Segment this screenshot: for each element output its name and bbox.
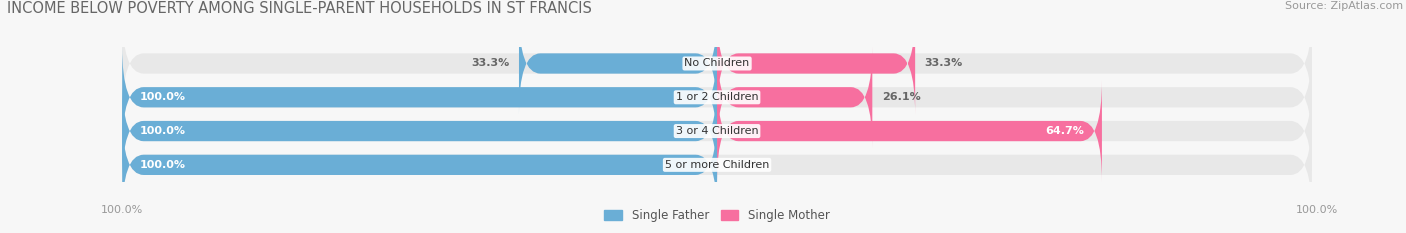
Text: 5 or more Children: 5 or more Children [665,160,769,170]
FancyBboxPatch shape [122,80,1312,182]
Text: 100.0%: 100.0% [1296,205,1339,215]
Text: INCOME BELOW POVERTY AMONG SINGLE-PARENT HOUSEHOLDS IN ST FRANCIS: INCOME BELOW POVERTY AMONG SINGLE-PARENT… [7,1,592,16]
Text: 100.0%: 100.0% [141,160,186,170]
FancyBboxPatch shape [122,114,1312,216]
Text: 0.0%: 0.0% [728,160,759,170]
FancyBboxPatch shape [122,114,717,216]
Text: 26.1%: 26.1% [882,92,921,102]
FancyBboxPatch shape [122,80,717,182]
Text: 64.7%: 64.7% [1045,126,1084,136]
Text: 33.3%: 33.3% [925,58,963,69]
Text: 100.0%: 100.0% [141,92,186,102]
Text: 3 or 4 Children: 3 or 4 Children [676,126,758,136]
FancyBboxPatch shape [717,80,1102,182]
FancyBboxPatch shape [717,47,872,148]
FancyBboxPatch shape [519,13,717,114]
FancyBboxPatch shape [122,13,1312,114]
FancyBboxPatch shape [122,47,717,148]
Text: 1 or 2 Children: 1 or 2 Children [676,92,758,102]
FancyBboxPatch shape [122,47,1312,148]
Text: 100.0%: 100.0% [101,205,143,215]
Text: 33.3%: 33.3% [471,58,509,69]
Text: 100.0%: 100.0% [141,126,186,136]
Text: Source: ZipAtlas.com: Source: ZipAtlas.com [1285,1,1403,11]
Legend: Single Father, Single Mother: Single Father, Single Mother [599,205,835,227]
FancyBboxPatch shape [717,13,915,114]
Text: No Children: No Children [685,58,749,69]
